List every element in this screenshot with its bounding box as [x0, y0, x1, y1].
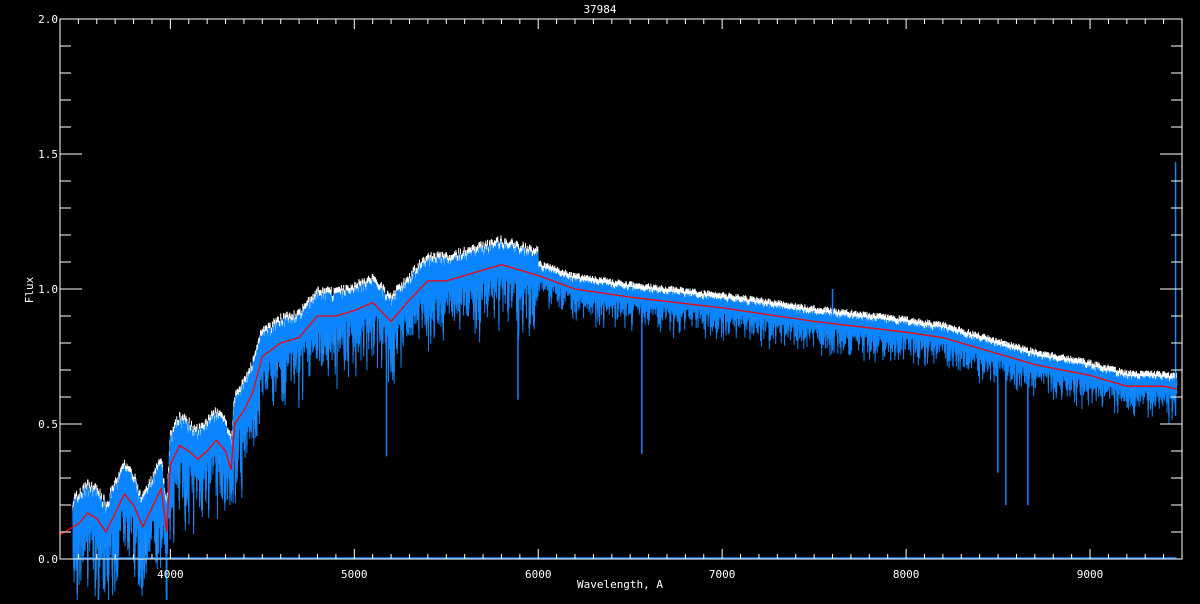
x-tick-label: 5000 [341, 568, 368, 581]
x-tick-label: 7000 [709, 568, 736, 581]
chart-title: 37984 [583, 3, 616, 16]
y-tick-label: 0.0 [38, 553, 58, 566]
smoothed-spectrum-line [59, 264, 1177, 536]
x-axis-label: Wavelength, A [577, 578, 663, 591]
plot-marks [59, 162, 1178, 604]
y-tick-label: 1.5 [38, 148, 58, 161]
axes: 4000 5000 6000 7000 8000 9000 0.0 0.5 1.0 1.5 2.0 [38, 13, 1183, 581]
y-axis-label: Flux [23, 276, 36, 303]
x-tick-label: 4000 [157, 568, 184, 581]
x-tick-label: 8000 [893, 568, 920, 581]
x-tick-label: 6000 [525, 568, 552, 581]
x-tick-label: 9000 [1077, 568, 1104, 581]
y-tick-label: 0.5 [38, 418, 58, 431]
y-tick-label: 2.0 [38, 13, 58, 26]
observed-spectrum-line [72, 240, 1178, 604]
y-tick-label: 1.0 [38, 283, 58, 296]
